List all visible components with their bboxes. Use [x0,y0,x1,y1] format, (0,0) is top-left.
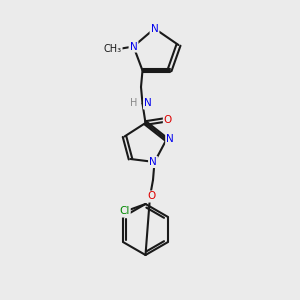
Text: H: H [130,98,138,109]
Text: N: N [149,157,157,167]
Text: O: O [147,191,156,202]
Text: N: N [151,23,158,34]
Text: N: N [130,41,137,52]
Text: CH₃: CH₃ [103,44,122,55]
Text: O: O [164,115,172,125]
Text: Cl: Cl [119,206,130,217]
Text: N: N [144,98,152,109]
Text: N: N [166,134,174,145]
